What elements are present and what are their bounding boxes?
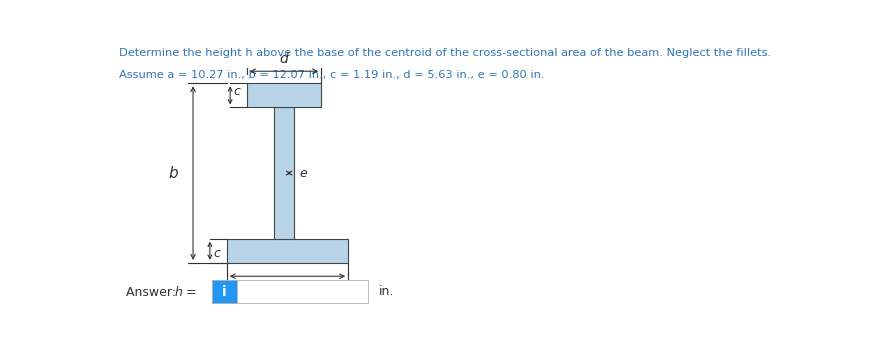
FancyBboxPatch shape — [212, 280, 236, 303]
FancyBboxPatch shape — [274, 108, 294, 239]
FancyBboxPatch shape — [247, 83, 321, 108]
Text: d: d — [279, 52, 289, 66]
Text: Determine the height h above the base of the centroid of the cross-sectional are: Determine the height h above the base of… — [119, 48, 770, 58]
Text: b: b — [169, 166, 178, 181]
Text: Answer:: Answer: — [125, 286, 179, 299]
Text: i: i — [222, 285, 227, 299]
FancyBboxPatch shape — [227, 239, 348, 263]
Text: h: h — [174, 286, 182, 299]
FancyBboxPatch shape — [236, 280, 368, 303]
Text: a: a — [282, 282, 291, 295]
Text: c: c — [213, 247, 220, 260]
Text: c: c — [233, 85, 240, 98]
Text: =: = — [182, 286, 196, 299]
Text: Assume a = 10.27 in., b = 12.07 in., c = 1.19 in., d = 5.63 in., e = 0.80 in.: Assume a = 10.27 in., b = 12.07 in., c =… — [119, 70, 544, 80]
Text: in.: in. — [378, 285, 394, 298]
Text: e: e — [299, 167, 307, 180]
